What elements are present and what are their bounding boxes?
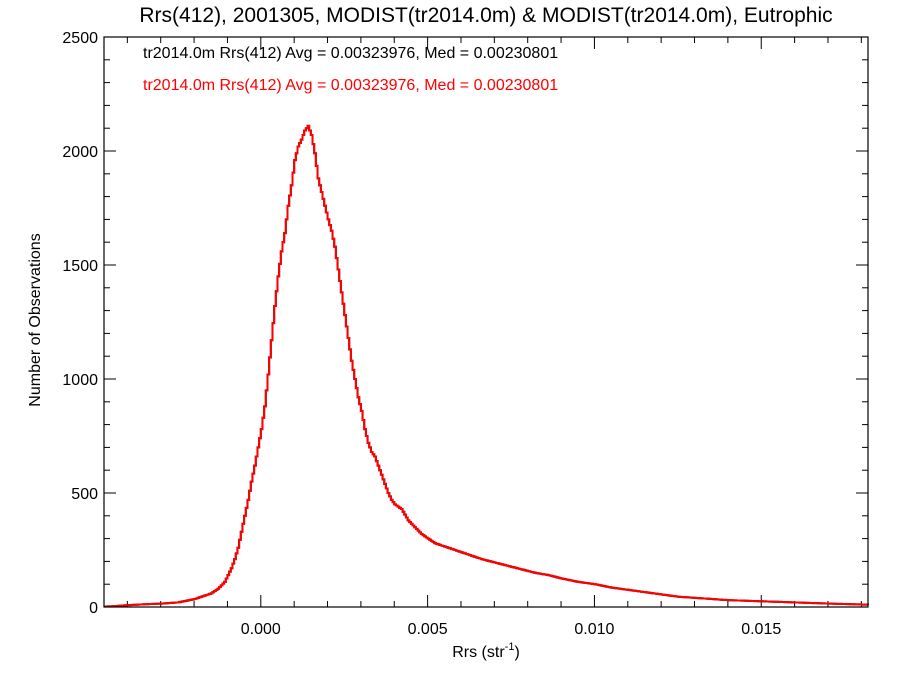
y-tick-label: 2000: [62, 144, 98, 161]
y-tick-label: 1500: [62, 258, 98, 275]
plot-frame: [103, 36, 869, 608]
histogram-series-2: [104, 124, 869, 608]
y-tick-label: 1000: [62, 372, 98, 389]
x-axis-label-close: ): [514, 644, 519, 661]
x-tick-label: 0.005: [408, 621, 448, 638]
x-tick-label: 0.015: [741, 621, 781, 638]
legend-entry-1: tr2014.0m Rrs(412) Avg = 0.00323976, Med…: [143, 45, 558, 62]
y-tick-label: 500: [71, 486, 98, 503]
y-axis-label: Number of Observations: [27, 233, 44, 406]
y-tick-label: 2500: [62, 30, 98, 47]
legend: tr2014.0m Rrs(412) Avg = 0.00323976, Med…: [143, 45, 558, 94]
chart-title: Rrs(412), 2001305, MODIST(tr2014.0m) & M…: [139, 4, 832, 27]
tick-marks: [104, 36, 868, 608]
x-axis-label-superscript: -1: [505, 641, 515, 653]
x-axis-label-main: Rrs (str: [452, 644, 505, 661]
histogram-series-1: [104, 124, 869, 608]
legend-entry-2: tr2014.0m Rrs(412) Avg = 0.00323976, Med…: [143, 77, 558, 94]
y-tick-label: 0: [89, 600, 98, 617]
x-tick-label: 0.000: [241, 621, 281, 638]
x-tick-label: 0.010: [574, 621, 614, 638]
tick-labels: 0.000 0.005 0.010 0.015 0 500 1000 1500 2000 2500: [62, 30, 781, 638]
x-axis-label: Rrs (str-1): [452, 641, 520, 661]
series-layer: [104, 124, 869, 608]
